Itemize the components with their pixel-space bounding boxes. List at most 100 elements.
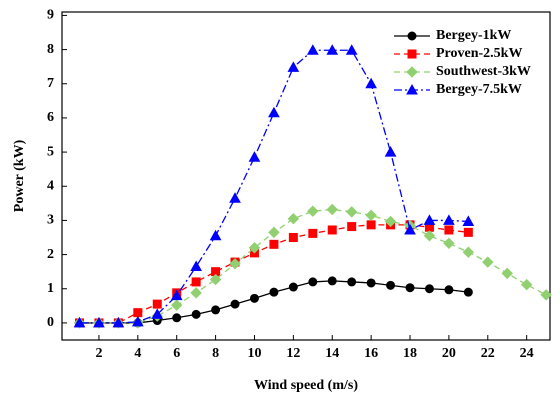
data-point [190,260,203,272]
data-point [209,273,222,286]
data-point [230,299,240,309]
data-point [444,285,454,295]
data-point [287,213,300,225]
data-point [386,280,396,290]
y-tick-label: 5 [47,144,54,159]
y-tick-label: 8 [47,42,54,57]
data-point [306,44,319,55]
data-point [463,287,473,297]
y-tick-label: 6 [47,110,54,125]
x-tick-label: 2 [95,346,102,361]
data-point [366,220,376,230]
data-point [345,44,358,55]
legend-marker [406,66,418,78]
series-line [79,208,547,324]
data-point [268,106,280,118]
y-tick-label: 7 [47,76,54,91]
data-point [151,308,164,319]
y-tick-label: 9 [47,8,54,23]
data-point [540,289,552,301]
data-point [365,77,377,89]
x-tick-label: 6 [173,346,180,361]
data-point [462,246,475,258]
data-point [229,192,241,203]
data-point [327,225,337,235]
data-point [172,313,182,323]
data-point [482,256,494,268]
data-point [404,223,416,235]
x-tick-label: 24 [520,346,534,361]
data-point [327,276,337,286]
data-point [501,267,513,280]
data-point [171,299,183,311]
plot-frame [61,11,551,341]
data-point [405,283,415,293]
data-point [73,316,86,328]
legend-label: Bergey-1kW [436,28,511,43]
data-point [347,277,357,287]
legend-label: Southwest-3kW [436,64,531,79]
data-point [190,287,202,299]
data-point [365,209,377,221]
data-point [520,278,533,291]
data-point [211,305,221,315]
data-point [384,146,397,157]
x-tick-label: 12 [286,346,300,361]
data-point [423,214,436,225]
data-point [248,151,261,162]
data-point [308,228,318,238]
legend-marker [407,49,417,59]
x-tick-label: 20 [442,346,456,361]
data-point [288,233,298,242]
x-tick-label: 4 [134,346,141,361]
data-point [229,258,241,270]
data-point [288,282,298,292]
series-line [79,49,469,324]
y-tick-label: 0 [47,315,54,330]
data-point [424,284,434,294]
y-axis-label: Power (kW) [12,139,27,212]
data-point [209,229,222,241]
y-tick-label: 2 [47,247,54,262]
data-point [444,225,454,235]
data-point [191,277,201,287]
data-point [443,214,455,225]
data-point [133,308,143,318]
data-point [191,309,201,319]
x-axis-label: Wind speed (m/s) [254,378,358,393]
data-point [326,44,339,55]
x-tick-label: 14 [325,346,339,361]
data-point [152,299,162,309]
data-point [170,289,183,301]
y-tick-label: 4 [47,178,54,193]
data-point [347,222,357,232]
y-tick-label: 1 [47,281,54,296]
data-point [269,287,279,297]
data-point [308,277,318,287]
data-point [249,293,259,303]
legend-label: Bergey-7.5kW [436,82,522,97]
data-point [366,278,376,288]
y-tick-label: 3 [47,213,54,228]
data-point [384,215,397,228]
data-point [326,203,338,216]
data-point [443,237,455,250]
x-tick-label: 16 [364,346,378,361]
x-tick-label: 18 [403,346,417,361]
x-tick-label: 22 [481,346,495,361]
x-tick-label: 8 [212,346,219,361]
data-point [269,239,279,249]
data-point [248,242,261,254]
data-point [93,316,105,328]
data-point [345,206,358,218]
data-point [131,315,144,327]
data-point [268,226,280,239]
data-point [112,316,125,328]
legend-marker [407,31,417,41]
data-point [423,230,436,242]
legend-marker [406,83,418,95]
data-point [287,61,300,72]
data-point [462,215,475,226]
data-point [307,205,319,217]
